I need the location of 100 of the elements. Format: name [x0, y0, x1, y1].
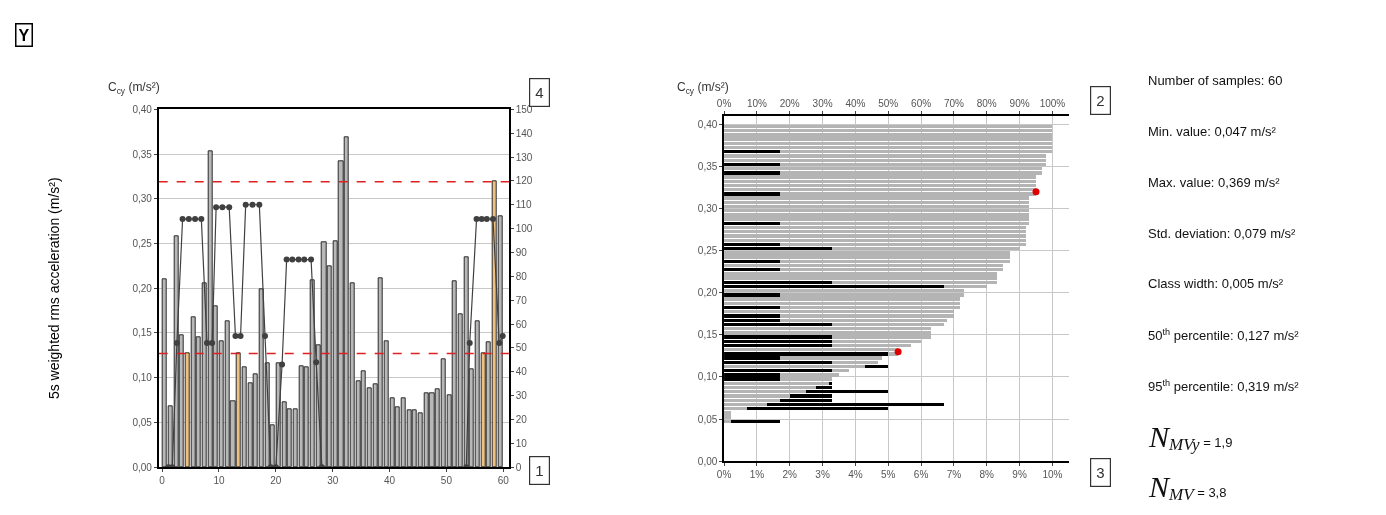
point — [262, 332, 269, 339]
point — [232, 332, 239, 339]
text: 1 — [535, 462, 544, 480]
y-tick-label: 0,00 — [697, 455, 718, 467]
text: 3 — [1096, 464, 1105, 482]
x2-tick-label: 10% — [746, 98, 768, 110]
y-tick-label: 0,40 — [697, 118, 718, 130]
y-tick-label: 0,30 — [697, 203, 718, 215]
point — [226, 204, 233, 211]
y2-tick-label: 100 — [515, 223, 533, 235]
y-tick-label: 0,35 — [697, 160, 718, 172]
x2-tick-label: 40% — [845, 98, 866, 110]
x2-tick-label: 20% — [779, 98, 800, 110]
point — [179, 216, 186, 223]
y-tick-label: 0,15 — [132, 327, 153, 339]
y2-tick-label: 40 — [515, 366, 528, 378]
x-tick-label: 5% — [881, 468, 896, 480]
x-tick-label: 60 — [497, 474, 510, 486]
y-tick-label: 0,15 — [697, 329, 718, 341]
point — [478, 216, 485, 223]
point — [198, 216, 205, 223]
text: 4 — [535, 84, 544, 102]
y-tick-label: 0,20 — [697, 287, 718, 299]
y-tick-label: 0,05 — [697, 413, 718, 425]
point — [279, 361, 286, 368]
y2-tick-label: 10 — [515, 437, 528, 449]
y-tick-label: 0,10 — [132, 372, 153, 384]
x2-tick-label: 0% — [716, 98, 732, 110]
y2-tick-label: 50 — [515, 342, 528, 354]
y-tick-label: 0,25 — [697, 245, 718, 257]
point — [173, 340, 180, 347]
y2-tick-label: 150 — [515, 103, 533, 115]
x-tick-label: 7% — [946, 468, 962, 480]
x2-tick-label: 60% — [911, 98, 932, 110]
x-tick-label: 3% — [815, 468, 830, 480]
point — [185, 216, 192, 223]
x2-tick-label: 90% — [1009, 98, 1030, 110]
x-tick-label: 9% — [1012, 468, 1027, 480]
text: 95$^{th}$ percentile: 0,319 m/s² — [1148, 378, 1300, 395]
y-tick-label: 0,35 — [132, 148, 153, 160]
point — [283, 256, 290, 263]
point — [213, 204, 220, 211]
x-tick-label: 1% — [749, 468, 765, 480]
y-tick-label: 0,20 — [132, 282, 153, 294]
x-tick-label: 8% — [979, 468, 995, 480]
point — [308, 256, 315, 263]
point — [313, 359, 320, 366]
text: Std. deviation: 0,079 m/s² — [1148, 226, 1297, 241]
y-axis-title: 5s weighted rms acceleration (m/s²) — [45, 177, 62, 400]
point — [237, 332, 244, 339]
x-tick-label: 10 — [213, 474, 225, 486]
y-tick-label: 0,40 — [132, 103, 153, 115]
x-tick-label: 50 — [440, 474, 453, 486]
y-tick-label: 0,25 — [132, 238, 153, 250]
y2-tick-label: 20 — [515, 413, 528, 425]
x2-tick-label: 80% — [976, 98, 997, 110]
point — [466, 340, 473, 347]
point — [204, 340, 211, 347]
x-tick-label: 40 — [383, 474, 396, 486]
text: Y — [18, 26, 30, 44]
point — [496, 340, 503, 347]
point — [473, 216, 480, 223]
text: 2 — [1096, 92, 1105, 110]
y-tick-label: 0,05 — [132, 416, 153, 428]
x-tick-label: 6% — [913, 468, 929, 480]
text: N$_{MVy}$ = 1,9 — [1148, 420, 1233, 454]
x2-tick-label: 70% — [943, 98, 965, 110]
point — [483, 216, 490, 223]
x2-tick-label: 30% — [812, 98, 833, 110]
x2-tick-label: 100% — [1039, 98, 1066, 110]
y2-tick-label: 130 — [515, 151, 533, 163]
y-tick-label: 0,10 — [697, 371, 718, 383]
y2-tick-label: 60 — [515, 318, 528, 330]
y2-tick-label: 110 — [515, 199, 533, 211]
text: Class width: 0,005 m/s² — [1148, 276, 1284, 291]
point — [249, 201, 256, 208]
x-tick-label: 30 — [327, 474, 339, 486]
text: C$_{cy}$ (m/s²) — [108, 80, 160, 96]
x-tick-label: 0% — [716, 468, 732, 480]
y2-tick-label: 30 — [515, 390, 528, 402]
point — [219, 204, 226, 211]
y-tick-label: 0,30 — [132, 193, 153, 205]
point — [289, 256, 296, 263]
y2-tick-label: 80 — [515, 270, 528, 282]
text: 50$^{th}$ percentile: 0,127 m/s² — [1148, 327, 1300, 344]
x-tick-label: 0 — [159, 474, 166, 486]
y-axis-title: C$_{cy}$ (m/s²) — [677, 80, 729, 96]
point — [490, 216, 497, 223]
text: Number of samples: 60 — [1148, 73, 1283, 88]
point — [209, 340, 216, 347]
x-tick-label: 2% — [782, 468, 798, 480]
x-tick-label: 4% — [848, 468, 863, 480]
y2-tick-label: 70 — [515, 294, 528, 306]
x-tick-label: 10% — [1042, 468, 1063, 480]
text: N$_{MV}$ = 3,8 — [1148, 470, 1227, 504]
text: Max. value: 0,369 m/s² — [1148, 175, 1281, 190]
y2-tick-label: 90 — [515, 246, 528, 258]
text: Min. value: 0,047 m/s² — [1148, 124, 1277, 139]
x-tick-label: 20 — [270, 474, 282, 486]
point — [192, 216, 199, 223]
